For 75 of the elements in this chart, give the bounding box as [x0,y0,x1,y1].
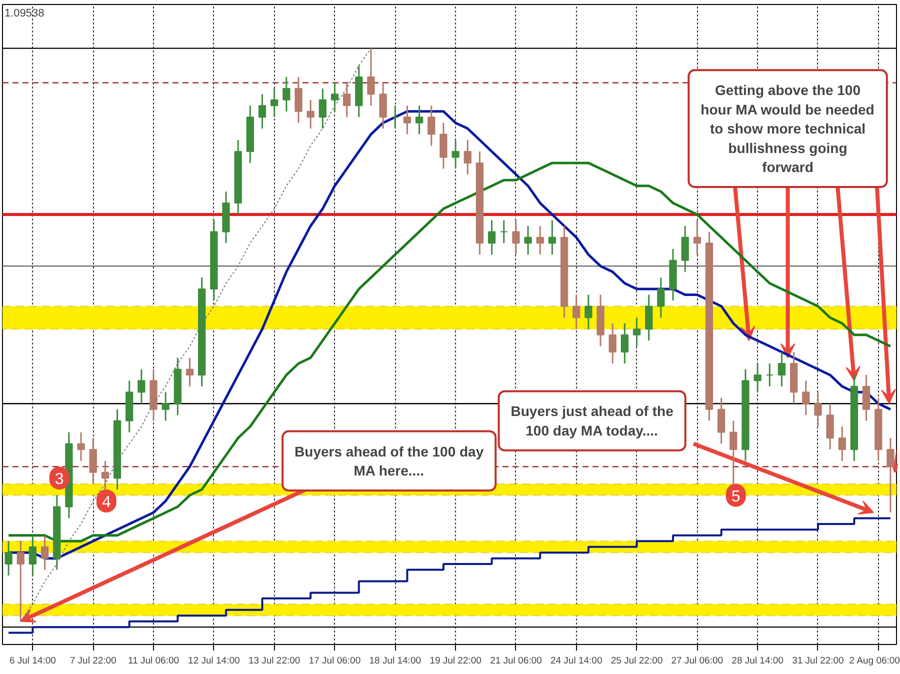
x-tick-label: 18 Jul 14:00 [369,656,422,666]
candlestick [28,534,37,576]
candlestick [657,276,665,318]
x-tick-label: 24 Jul 14:00 [550,656,602,666]
candlestick [608,322,616,364]
candlestick [718,397,726,444]
candlestick [294,76,302,124]
candlestick [440,122,448,170]
x-tick-label: 11 Jul 06:00 [128,656,180,666]
candlestick [391,104,399,130]
x-tick-label: 28 Jul 14:00 [732,656,784,666]
candlestick [681,225,689,273]
x-tick-label: 7 Jul 22:00 [70,656,116,666]
candlestick [318,88,326,130]
candlestick [645,294,653,342]
x-tick-label: 13 Jul 22:00 [248,656,300,666]
candlestick [802,380,810,416]
annotation: Buyers ahead of the 100 day MA here.... [294,443,484,479]
x-tick-label: 25 Jul 22:00 [610,656,663,666]
candlestick [138,368,146,404]
annotation: Getting above the 100 hour MA would be needed to show more technical bullishness going forward [700,82,874,175]
x-tick-label: 2 Aug 06:00 [849,656,900,666]
annotation: 3 [54,471,64,488]
candlestick [524,225,532,256]
candlestick [500,219,508,244]
candlestick [270,88,278,118]
candlestick [778,351,786,388]
candlestick [488,219,496,256]
candlestick [428,104,436,146]
candlestick [101,460,110,490]
x-tick-label: 19 Jul 22:00 [430,656,482,666]
candlestick [536,225,544,256]
x-tick-label: 27 Jul 06:00 [671,656,724,666]
annotation: 5 [731,488,740,506]
candlestick [306,99,314,130]
candlestick [814,391,822,428]
candlestick [452,139,460,170]
candlestick [826,402,834,450]
text: 1.09538 [4,8,44,20]
candlestick [4,540,12,576]
candlestick [330,82,339,112]
candlestick [693,219,701,256]
candlestick [40,534,49,571]
candlestick [403,104,412,136]
candlestick [186,357,194,388]
candlestick [572,294,580,330]
x-tick-label: 12 Jul 14:00 [188,656,240,666]
candlestick [282,76,290,112]
candlestick [77,432,85,462]
candlestick [162,391,170,422]
candlestick [862,374,870,422]
candlestick [886,437,894,514]
candlestick [838,426,846,462]
candlestick [258,93,266,130]
candlestick [548,219,556,256]
x-tick-label: 31 Jul 22:00 [792,656,844,666]
x-tick-label: 17 Jul 06:00 [308,656,361,666]
candlestick [584,294,592,330]
candlestick [730,420,738,485]
candlestick [89,437,97,485]
annotation: Buyers just ahead of the 100 day MA today.... [510,403,674,438]
candlestick [512,219,520,256]
candlestick [415,104,424,136]
candlestick [620,322,628,364]
candlestick [766,362,774,388]
candlestick [342,82,351,118]
x-tick-label: 21 Jul 06:00 [490,656,542,666]
annotation: 4 [102,494,111,512]
candlestick [754,362,762,393]
candlestick [464,139,472,176]
candlestick [16,540,24,622]
candlestick [379,82,387,130]
candlestick [632,316,641,348]
candlestick [367,48,375,106]
x-tick-label: 6 Jul 14:00 [9,656,56,666]
